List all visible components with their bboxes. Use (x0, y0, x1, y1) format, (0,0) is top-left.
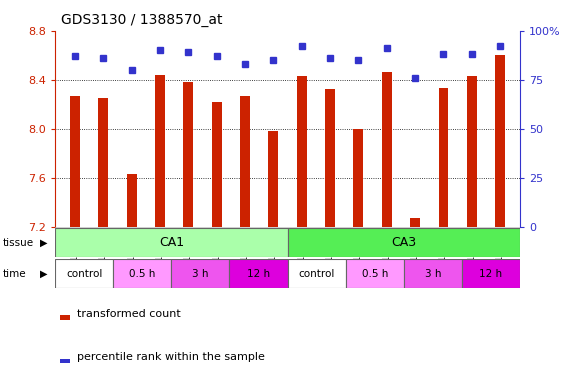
Bar (404, 259, 462, 288)
Text: ▶: ▶ (40, 268, 47, 279)
Bar (462, 259, 520, 288)
Text: 12 h: 12 h (247, 268, 270, 279)
Text: percentile rank within the sample: percentile rank within the sample (77, 352, 265, 362)
Bar (155, 75, 165, 227)
Bar (325, 89, 335, 227)
Text: control: control (66, 268, 102, 279)
Bar (240, 96, 250, 227)
Bar (495, 55, 505, 227)
Bar (113, 259, 171, 288)
Bar (98, 98, 108, 227)
Bar (353, 129, 363, 227)
Bar (127, 174, 137, 227)
Bar (70, 96, 80, 227)
Text: 3 h: 3 h (192, 268, 209, 279)
Bar (268, 131, 278, 227)
Text: transformed count: transformed count (77, 309, 181, 319)
Text: CA3: CA3 (391, 237, 417, 249)
Bar (55, 228, 288, 257)
Bar (382, 72, 392, 227)
Bar (184, 82, 193, 227)
Text: ▶: ▶ (40, 238, 47, 248)
Text: GDS3130 / 1388570_at: GDS3130 / 1388570_at (61, 13, 223, 27)
Bar (467, 76, 477, 227)
Bar (229, 259, 288, 288)
Bar (346, 259, 404, 288)
Bar (212, 102, 222, 227)
Text: 12 h: 12 h (479, 268, 503, 279)
Text: 0.5 h: 0.5 h (361, 268, 388, 279)
Text: CA1: CA1 (159, 237, 184, 249)
Text: time: time (3, 268, 27, 279)
Bar (55, 259, 113, 288)
Bar (288, 259, 346, 288)
Bar (171, 259, 229, 288)
Bar (288, 228, 520, 257)
Text: tissue: tissue (3, 238, 34, 248)
Bar (297, 76, 307, 227)
Text: control: control (299, 268, 335, 279)
Bar (60, 315, 70, 320)
Bar (410, 218, 420, 227)
Text: 0.5 h: 0.5 h (129, 268, 156, 279)
Bar (60, 359, 70, 363)
Bar (439, 88, 449, 227)
Text: 3 h: 3 h (425, 268, 441, 279)
